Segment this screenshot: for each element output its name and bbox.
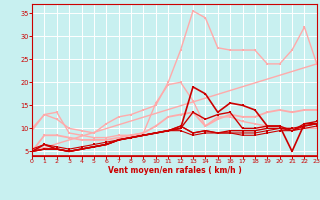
X-axis label: Vent moyen/en rafales ( km/h ): Vent moyen/en rafales ( km/h ) [108,166,241,175]
